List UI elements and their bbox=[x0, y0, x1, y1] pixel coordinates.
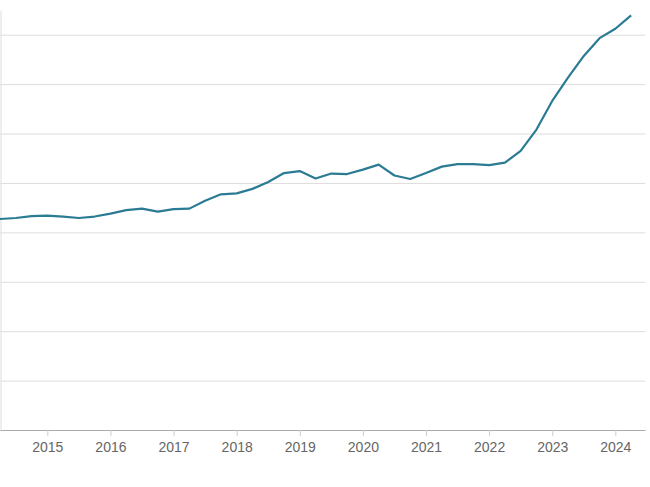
y-tick bbox=[1, 331, 646, 332]
x-tick-label: 2019 bbox=[285, 439, 316, 455]
y-axis bbox=[1, 11, 646, 431]
grid-line bbox=[1, 331, 646, 332]
x-tick: 2015 bbox=[32, 430, 63, 455]
x-axis-line bbox=[1, 430, 646, 431]
x-tick-mark bbox=[174, 430, 175, 436]
y-tick bbox=[1, 134, 646, 135]
y-tick bbox=[1, 232, 646, 233]
x-tick: 2024 bbox=[600, 430, 631, 455]
x-tick-mark bbox=[426, 430, 427, 436]
y-tick bbox=[1, 35, 646, 36]
y-tick bbox=[1, 282, 646, 283]
series-line bbox=[0, 15, 631, 219]
x-tick-label: 2022 bbox=[474, 439, 505, 455]
x-tick: 2022 bbox=[474, 430, 505, 455]
x-tick-label: 2016 bbox=[95, 439, 126, 455]
x-tick-mark bbox=[300, 430, 301, 436]
x-tick-mark bbox=[489, 430, 490, 436]
x-tick: 2017 bbox=[158, 430, 189, 455]
lines bbox=[0, 15, 631, 219]
x-tick-label: 2023 bbox=[537, 439, 568, 455]
grid-line bbox=[1, 35, 646, 36]
grid-line bbox=[1, 381, 646, 382]
grid-line bbox=[1, 430, 646, 431]
x-tick-mark bbox=[110, 430, 111, 436]
plot: 2015 2016 2017 2018 2019 2020 2021 2022 2023 2024 bbox=[0, 11, 646, 455]
grid-line bbox=[1, 84, 646, 85]
grid-line bbox=[1, 282, 646, 283]
x-tick: 2019 bbox=[285, 430, 316, 455]
grid-line bbox=[1, 183, 646, 184]
x-tick-label: 2017 bbox=[158, 439, 189, 455]
y-tick bbox=[1, 84, 646, 85]
x-tick-label: 2024 bbox=[600, 439, 631, 455]
chart: 2015 2016 2017 2018 2019 2020 2021 2022 2023 2024 bbox=[0, 0, 650, 487]
y-axis-line bbox=[1, 11, 2, 431]
x-tick-mark bbox=[363, 430, 364, 436]
x-tick: 2023 bbox=[537, 430, 568, 455]
x-tick-label: 2020 bbox=[348, 439, 379, 455]
x-axis: 2015 2016 2017 2018 2019 2020 2021 2022 2023 2024 bbox=[1, 430, 646, 455]
x-tick: 2021 bbox=[411, 430, 442, 455]
x-tick: 2020 bbox=[348, 430, 379, 455]
x-tick-label: 2021 bbox=[411, 439, 442, 455]
x-tick-mark bbox=[552, 430, 553, 436]
x-tick-label: 2018 bbox=[222, 439, 253, 455]
x-tick-mark bbox=[237, 430, 238, 436]
grid-line bbox=[1, 134, 646, 135]
x-tick-label: 2015 bbox=[32, 439, 63, 455]
y-tick bbox=[1, 381, 646, 382]
y-tick bbox=[1, 183, 646, 184]
x-tick: 2018 bbox=[222, 430, 253, 455]
x-tick-mark bbox=[47, 430, 48, 436]
y-tick bbox=[1, 430, 646, 431]
grid-line bbox=[1, 232, 646, 233]
x-tick: 2016 bbox=[95, 430, 126, 455]
x-tick-mark bbox=[615, 430, 616, 436]
